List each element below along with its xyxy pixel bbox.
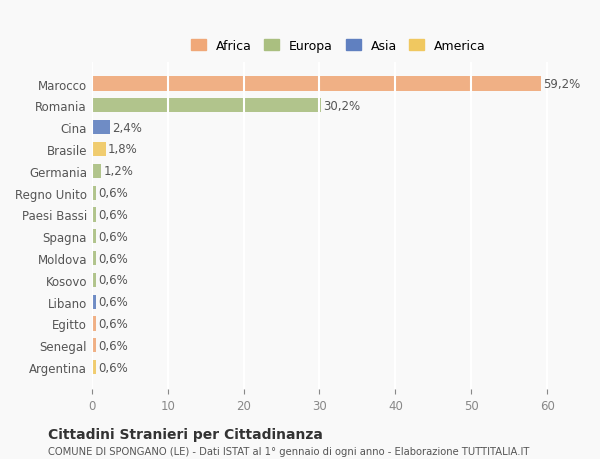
Bar (92, 121, 110, 135)
Text: 0,6%: 0,6% (98, 339, 128, 352)
Text: 59,2%: 59,2% (543, 78, 581, 91)
Text: 0,6%: 0,6% (98, 317, 128, 330)
Bar (92, 338, 97, 353)
Text: 0,6%: 0,6% (98, 208, 128, 221)
Bar (92, 77, 541, 91)
Bar (92, 230, 97, 244)
Text: 1,2%: 1,2% (103, 165, 133, 178)
Text: 1,8%: 1,8% (108, 143, 137, 156)
Text: 30,2%: 30,2% (323, 100, 361, 112)
Text: 0,6%: 0,6% (98, 230, 128, 243)
Text: COMUNE DI SPONGANO (LE) - Dati ISTAT al 1° gennaio di ogni anno - Elaborazione T: COMUNE DI SPONGANO (LE) - Dati ISTAT al … (48, 447, 529, 456)
Text: 0,6%: 0,6% (98, 361, 128, 374)
Bar (92, 360, 97, 375)
Bar (92, 99, 321, 113)
Bar (92, 164, 101, 179)
Bar (92, 208, 97, 222)
Text: Cittadini Stranieri per Cittadinanza: Cittadini Stranieri per Cittadinanza (48, 427, 323, 442)
Bar (92, 295, 97, 309)
Text: 0,6%: 0,6% (98, 274, 128, 287)
Bar (92, 143, 106, 157)
Text: 0,6%: 0,6% (98, 296, 128, 308)
Legend: Africa, Europa, Asia, America: Africa, Europa, Asia, America (187, 36, 490, 56)
Bar (92, 252, 97, 266)
Text: 0,6%: 0,6% (98, 252, 128, 265)
Bar (92, 273, 97, 287)
Text: 2,4%: 2,4% (112, 121, 142, 134)
Bar (92, 317, 97, 331)
Bar (92, 186, 97, 200)
Text: 0,6%: 0,6% (98, 187, 128, 200)
